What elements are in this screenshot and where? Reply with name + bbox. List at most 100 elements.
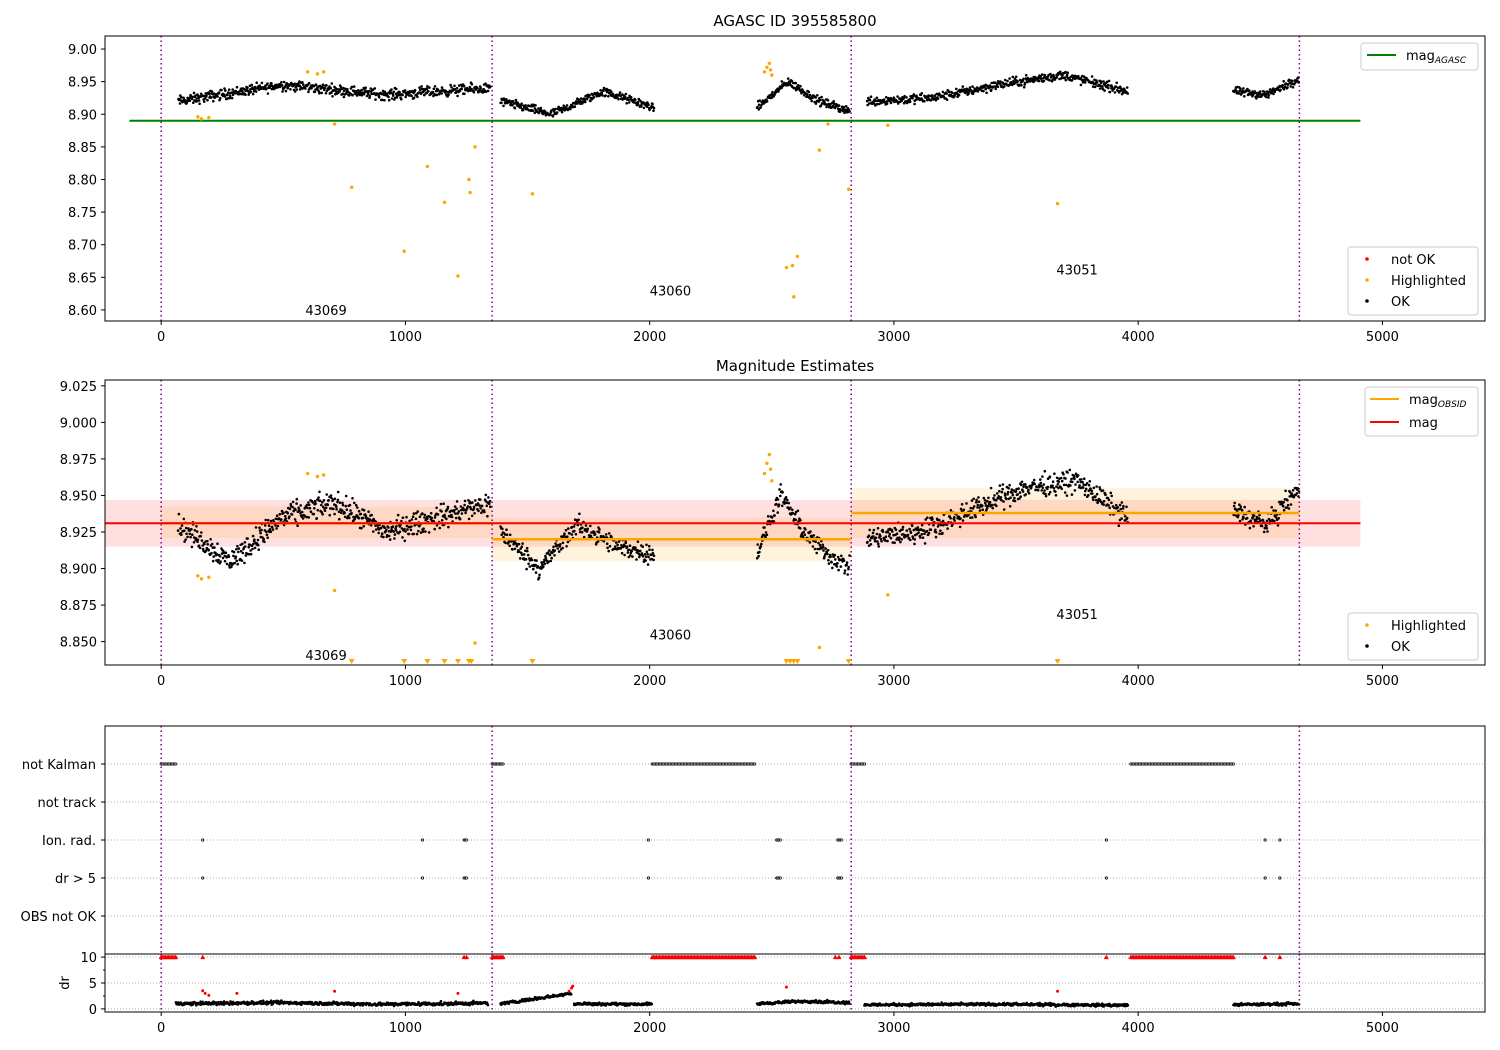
ok-point [1102, 80, 1105, 83]
ok-point [394, 87, 398, 91]
ok-point [1126, 92, 1129, 95]
ok-point [925, 529, 929, 533]
ok-point [607, 532, 611, 535]
ok-point [178, 102, 182, 105]
ok-point [284, 514, 287, 518]
ok-point [993, 494, 996, 497]
ok-point [372, 530, 375, 533]
ok-point [403, 527, 406, 531]
ok-point [911, 96, 914, 100]
ok-point [1108, 506, 1111, 510]
ok-point [195, 99, 199, 103]
ok-point [410, 94, 413, 98]
highlighted-point [817, 148, 822, 152]
ok-point [1076, 480, 1079, 484]
ok-point [764, 531, 768, 534]
ok-point [294, 508, 297, 512]
ok-point [786, 498, 789, 502]
ok-point [965, 502, 968, 505]
ok-point [1119, 507, 1122, 511]
ok-point [362, 525, 366, 528]
ok-point [217, 91, 221, 94]
ok-point [756, 105, 759, 109]
ok-point [771, 90, 774, 94]
ok-point [872, 528, 876, 532]
ok-point [307, 81, 311, 85]
ok-point [834, 558, 837, 561]
ok-point [265, 87, 268, 90]
ok-point [335, 505, 338, 509]
ok-point [374, 98, 377, 101]
ok-point [536, 565, 540, 568]
ok-point [836, 562, 839, 565]
ok-point [533, 111, 537, 115]
ok-point [888, 534, 891, 538]
ok-point [1297, 81, 1300, 84]
ok-point [458, 517, 462, 521]
ok-point [224, 551, 228, 554]
ok-point [414, 517, 418, 521]
ok-point [832, 100, 835, 103]
highlighted-point [767, 452, 772, 457]
ok-point [227, 96, 231, 100]
ok-point [1102, 499, 1106, 503]
ok-point [1024, 483, 1027, 486]
ok-point [843, 569, 847, 572]
ok-point [268, 84, 272, 87]
ok-point [307, 503, 311, 507]
highlighted-point [473, 641, 477, 645]
ok-point [827, 558, 830, 562]
ok-point [1125, 516, 1129, 520]
ok-point [962, 508, 966, 512]
ok-point [1109, 491, 1113, 495]
ok-point [368, 94, 372, 98]
ok-point [427, 531, 431, 534]
ok-point [652, 554, 656, 557]
ok-point [913, 102, 916, 106]
ok-point [1006, 490, 1010, 494]
ok-point [211, 559, 215, 563]
ok-point [192, 101, 195, 104]
flag-point [647, 838, 650, 842]
ok-point [518, 557, 522, 560]
flag-row-label: OBS not OK [21, 910, 97, 925]
highlighted-point [199, 117, 204, 121]
highlighted-point [886, 593, 890, 597]
ok-point [320, 503, 323, 507]
ok-point [327, 498, 330, 502]
ok-point [209, 538, 212, 541]
ok-point [387, 526, 390, 529]
ok-point [604, 533, 608, 536]
ok-point [1025, 486, 1029, 489]
ok-point [293, 518, 297, 521]
ok-point [1110, 494, 1113, 498]
ok-point [826, 548, 830, 552]
ok-point [406, 528, 409, 531]
ok-point [1273, 519, 1276, 523]
ok-point [418, 515, 422, 518]
ok-point [195, 530, 199, 533]
highlighted-point [321, 70, 326, 74]
ok-point [217, 558, 220, 562]
ok-point [542, 565, 545, 568]
flag-point [201, 838, 205, 842]
ok-point [589, 534, 593, 538]
ok-point [184, 538, 187, 541]
ok-point [567, 527, 570, 530]
flag-point [1278, 838, 1282, 842]
ok-point [300, 510, 304, 514]
ok-point [1107, 504, 1110, 507]
ok-point [349, 509, 352, 512]
ok-point [905, 96, 908, 99]
ok-point [226, 93, 229, 97]
ok-point [235, 559, 238, 563]
below-range-marker [845, 659, 852, 664]
ok-point [877, 542, 880, 546]
ok-point [521, 542, 524, 545]
ok-point [614, 541, 618, 544]
ok-point [404, 95, 408, 99]
ok-point [1062, 473, 1065, 476]
ok-point [868, 528, 871, 532]
ok-point [982, 496, 986, 500]
ok-point [1013, 499, 1017, 503]
